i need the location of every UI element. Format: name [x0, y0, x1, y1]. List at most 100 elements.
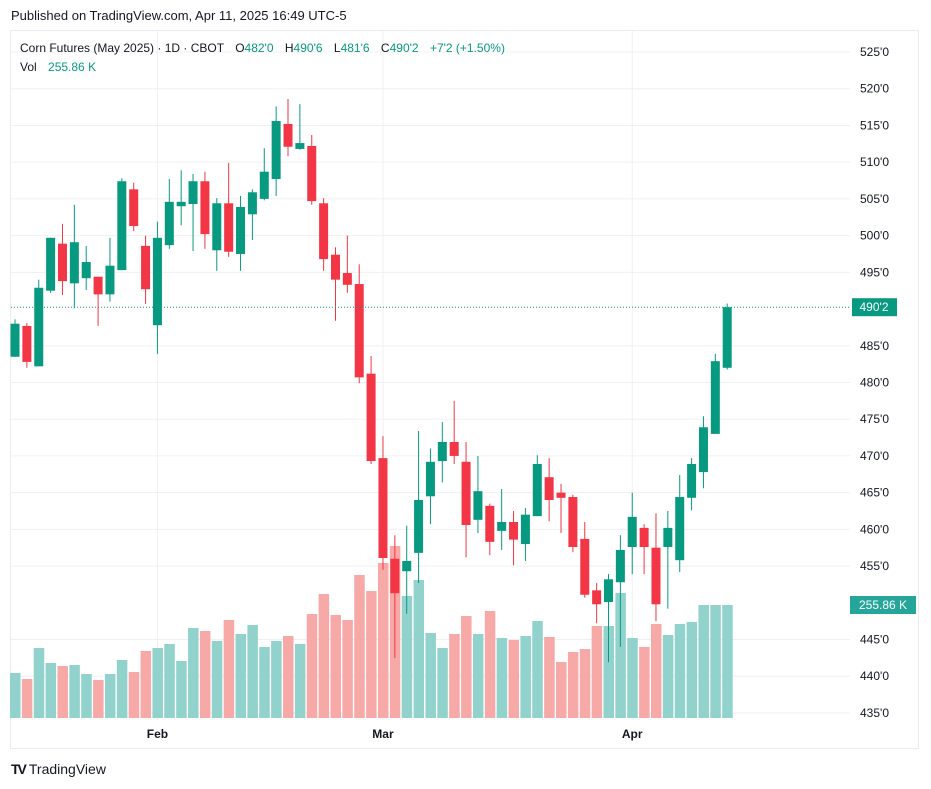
candle-up [615, 549, 625, 583]
volume-bar [259, 647, 270, 718]
candle-up [663, 527, 673, 547]
candle-down [378, 458, 388, 559]
tradingview-logo-icon: TV [11, 761, 27, 777]
volume-bar [45, 663, 57, 718]
candle-up [437, 441, 447, 462]
candle-down [200, 181, 210, 235]
volume-bar [116, 660, 128, 718]
candle-down [639, 527, 649, 547]
price-tick-label: 455'0 [860, 559, 889, 573]
volume-bar [437, 647, 448, 718]
candle-down [568, 497, 578, 547]
volume-bar [401, 596, 413, 718]
volume-bar [128, 672, 140, 718]
candle-down [580, 538, 590, 595]
volume-bar [461, 616, 472, 718]
volume-bar [354, 574, 365, 718]
candle-down [129, 189, 139, 227]
candle-up [710, 361, 720, 434]
volume-bar [199, 630, 211, 718]
volume-bar [639, 647, 650, 718]
high-value: 490'6 [293, 41, 323, 55]
candle-up [212, 203, 222, 251]
open-label: O [235, 41, 245, 55]
symbol-title[interactable]: Corn Futures (May 2025) · 1D · CBOT [20, 41, 224, 55]
volume-bar [164, 644, 175, 718]
candle-up [722, 307, 732, 368]
candle-up [473, 491, 483, 520]
candle-down [485, 505, 495, 542]
candle-down [390, 558, 400, 594]
candle-down [307, 146, 317, 202]
candle-up [46, 237, 56, 291]
volume-bar [449, 633, 460, 718]
candle-up [188, 181, 198, 205]
candle-up [627, 516, 637, 547]
low-label: L [333, 41, 341, 55]
volume-bar [235, 633, 247, 718]
time-axis-label: Mar [372, 727, 394, 741]
price-tick-label: 485'0 [860, 339, 889, 353]
candle-up [259, 171, 269, 199]
price-tick-label: 510'0 [860, 155, 889, 169]
volume-bar [615, 593, 626, 718]
volume-bar [603, 626, 614, 718]
time-axis-label: Feb [147, 727, 168, 741]
volume-bar [283, 635, 294, 718]
candle-up [675, 497, 685, 561]
volume-bar [57, 666, 68, 718]
price-tick-label: 470'0 [860, 449, 889, 463]
candle-down [509, 522, 519, 540]
price-tick-label: 515'0 [860, 118, 889, 132]
price-tick-label: 445'0 [860, 633, 889, 647]
candle-down [319, 203, 329, 260]
candle-up [117, 181, 127, 271]
candle-down [449, 441, 459, 456]
volume-bar [247, 624, 258, 718]
volume-bar [674, 624, 686, 718]
candle-up [687, 463, 697, 498]
price-tick-label: 480'0 [860, 375, 889, 389]
volume-bar [556, 661, 567, 718]
volume-row: Vol 255.86 K [20, 58, 505, 77]
volume-bar [722, 605, 733, 718]
candle-down [461, 461, 471, 525]
candle-down [22, 325, 32, 362]
volume-bar [223, 619, 235, 718]
price-tick-label: 465'0 [860, 486, 889, 500]
candle-up [69, 242, 79, 284]
candle-up [164, 201, 174, 246]
candle-up [497, 522, 507, 531]
volume-bar [698, 604, 709, 718]
candle-up [34, 287, 44, 367]
close-value: 490'2 [389, 41, 419, 55]
volume-bar [377, 563, 389, 718]
price-tick-label: 495'0 [860, 265, 889, 279]
volume-bar [188, 627, 199, 718]
volume-bar [627, 638, 638, 718]
volume-bar [591, 626, 603, 718]
candle-up [236, 206, 246, 254]
volume-bar [211, 641, 223, 718]
candle-up [152, 237, 162, 326]
candle-down [283, 123, 293, 147]
volume-bar [520, 635, 531, 718]
high-label: H [284, 41, 294, 55]
volume-label[interactable]: Vol [20, 60, 37, 74]
tradingview-logo[interactable]: TV TradingView [11, 761, 106, 777]
volume-bar [662, 635, 674, 718]
low-value: 481'6 [340, 41, 370, 55]
volume-bar [710, 604, 721, 718]
volume-bar [33, 647, 45, 718]
volume-bar [544, 637, 555, 718]
open-value: 482'0 [244, 41, 274, 55]
price-tick-label: 460'0 [860, 522, 889, 536]
candle-up [176, 201, 186, 207]
candle-down [342, 273, 352, 285]
candle-down [651, 547, 661, 605]
volume-bar [104, 674, 116, 718]
volume-bar [271, 641, 282, 718]
candle-down [224, 203, 234, 252]
price-tick-label: 525'0 [860, 45, 889, 59]
